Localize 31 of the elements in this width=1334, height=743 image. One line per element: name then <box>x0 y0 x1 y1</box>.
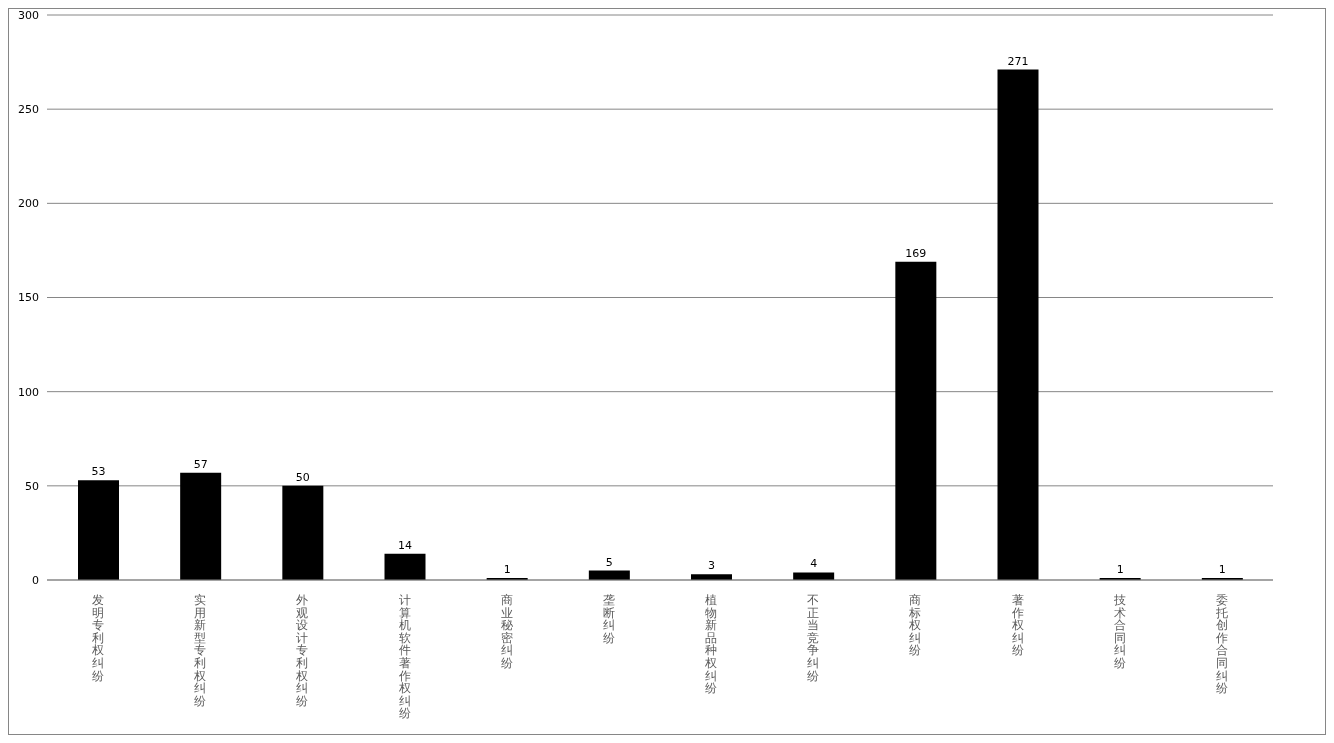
data-label: 271 <box>1007 54 1029 68</box>
x-tick-label: 不正当竞争纠纷 <box>807 593 820 683</box>
data-label: 50 <box>295 470 310 484</box>
category-label: 实用新型专利权纠纷 <box>194 593 207 708</box>
data-label: 169 <box>905 246 927 260</box>
data-label: 57 <box>193 457 208 471</box>
category-label: 外观设计专利权纠纷 <box>296 593 309 708</box>
data-label: 4 <box>810 557 818 571</box>
data-label: 1 <box>503 563 511 577</box>
y-tick-label: 200 <box>18 197 39 211</box>
y-tick-label: 50 <box>25 479 39 493</box>
x-tick-label: 技术合同纠纷 <box>1112 593 1126 670</box>
data-label: 53 <box>91 465 106 479</box>
y-tick-label: 0 <box>32 573 39 587</box>
x-tick-label: 植物新品种权纠纷 <box>704 593 718 696</box>
y-tick-label: 250 <box>18 103 39 117</box>
x-tick-label: 著作权纠纷 <box>1010 593 1024 658</box>
y-tick-label: 100 <box>18 385 39 399</box>
x-tick-label: 发明专利权纠纷 <box>91 593 105 683</box>
data-label: 14 <box>398 538 412 552</box>
y-tick-label: 300 <box>18 8 39 22</box>
data-label: 1 <box>1218 563 1226 577</box>
x-tick-label: 商标权纠纷 <box>908 593 922 658</box>
data-label: 5 <box>605 555 613 569</box>
data-label: 1 <box>1116 563 1124 577</box>
y-tick-label: 150 <box>18 291 39 305</box>
x-tick-label: 垄断纠纷 <box>602 593 615 645</box>
x-tick-label: 商业秘密纠纷 <box>500 593 513 670</box>
data-label: 3 <box>708 559 715 573</box>
x-tick-label: 委托创作合同纠纷 <box>1214 593 1228 696</box>
category-label: 计算机软件著作权纠纷 <box>398 593 411 721</box>
